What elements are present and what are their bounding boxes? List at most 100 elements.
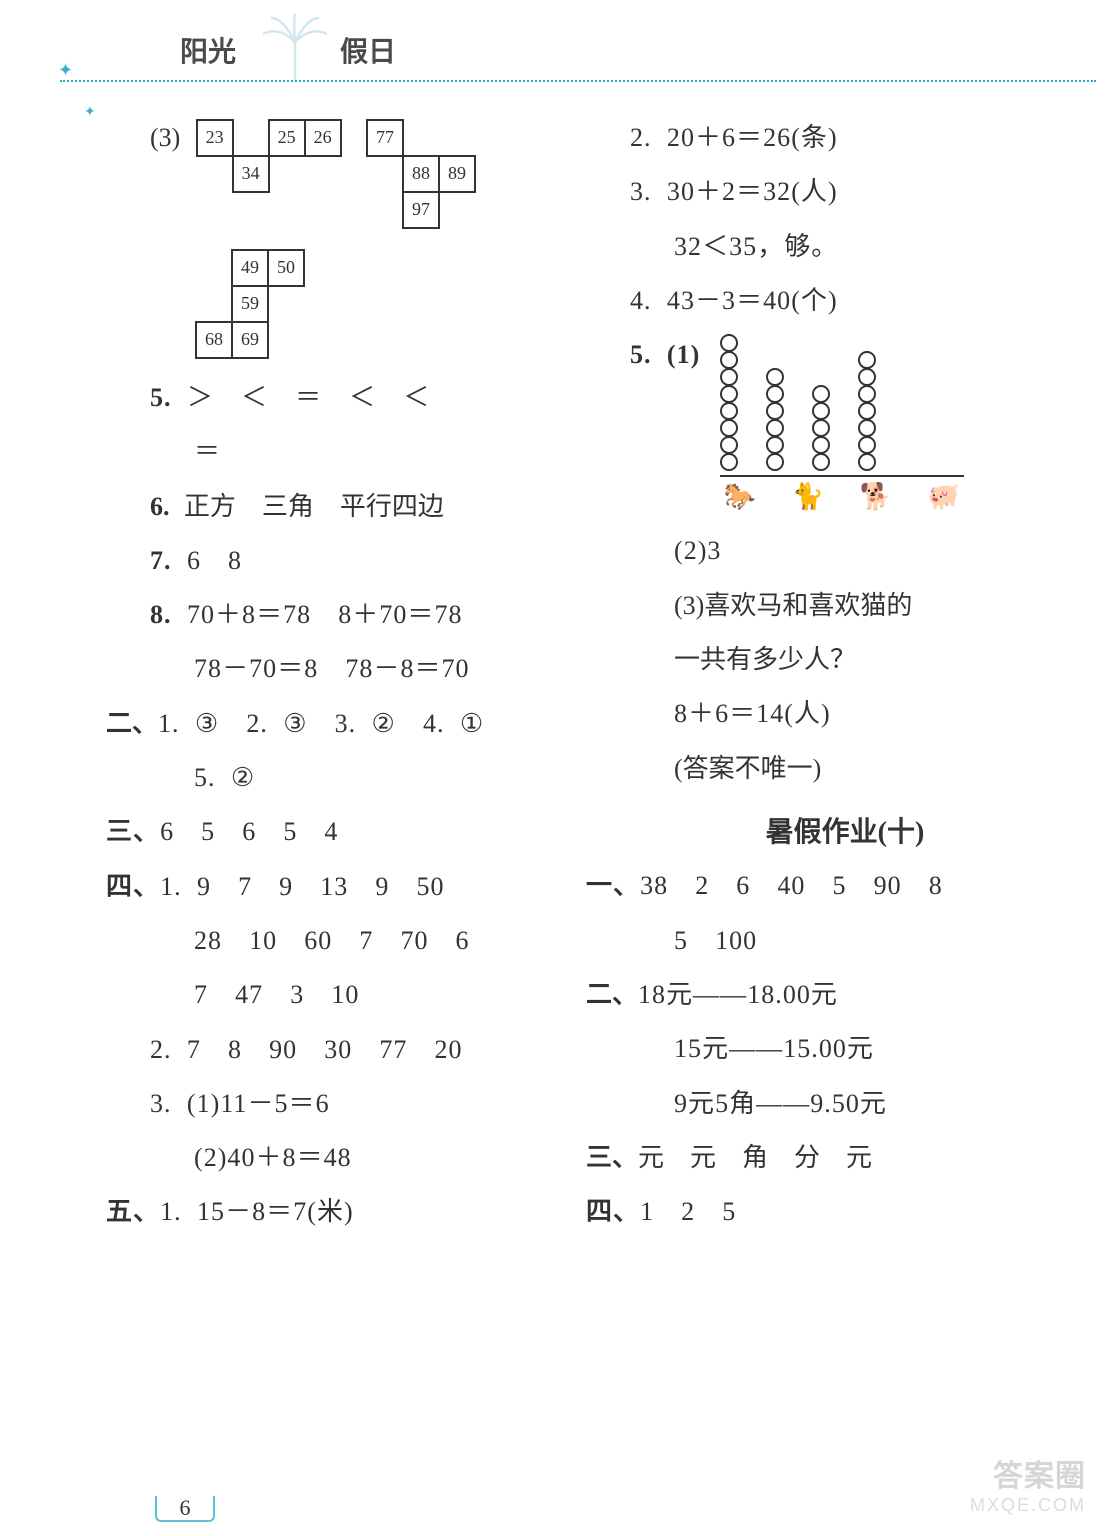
animal-icon: 🐈 [788, 477, 828, 517]
q5: 5. ＞ ＜ ＝ ＜ ＜ [150, 378, 580, 418]
star-icon: ✦ [84, 104, 102, 122]
picto-circle [720, 402, 738, 420]
r-q3a: 3. 30＋2＝32(人) [630, 172, 1060, 212]
sec3-text: 6 5 6 5 4 [160, 817, 338, 846]
picto-circle [766, 453, 784, 471]
r-q5-3c: 8＋6＝14(人) [630, 694, 1060, 734]
grid-cell: 69 [231, 321, 269, 359]
grid-cell: 34 [232, 155, 270, 193]
r-s3: 三、元 元 角 分 元 [586, 1138, 1060, 1178]
watermark-line1: 答案圈 [970, 1451, 1086, 1495]
picto-circle [720, 334, 738, 352]
picto-circle [858, 453, 876, 471]
grid-cell: 89 [438, 155, 476, 193]
q5-label: 5. [150, 383, 172, 412]
r-s2-l1-text: 18元——18.00元 [638, 980, 838, 1009]
q3-label: (3) [150, 123, 180, 152]
number-grid-b: 77 88 89 97 [367, 120, 475, 228]
r-q5-3b: 一共有多少人？ [630, 640, 1060, 680]
page-number-value: 6 [180, 1495, 191, 1521]
sec4-l5: 3. (1)11－5＝6 [150, 1084, 580, 1124]
grid-cell: 50 [267, 249, 305, 287]
animal-icon: 🐎 [720, 477, 760, 517]
q5-line2: ＝ [150, 432, 580, 472]
content-columns: (3) 23 25 26 34 [0, 100, 1116, 1247]
pictograph-icons: 🐎🐈🐕🐖 [720, 477, 964, 517]
r-s1-label: 一、 [586, 871, 640, 900]
picto-circle [812, 436, 830, 454]
watermark-line2: MXQE.COM [970, 1495, 1086, 1516]
grid-cell: 49 [231, 249, 269, 287]
sec2-text: 1. ③ 2. ③ 3. ② 4. ① [158, 709, 484, 738]
r-s3-label: 三、 [586, 1143, 638, 1172]
q6-text: 正方 三角 平行四边 [184, 492, 444, 521]
header-title-left: 阳光 [180, 30, 236, 70]
grid-cell: 25 [268, 119, 306, 157]
q8-line2: 78－70＝8 78－8＝70 [150, 649, 580, 689]
q7-text: 6 8 [187, 546, 242, 575]
picto-circle [766, 385, 784, 403]
sec3: 三、6 5 6 5 4 [106, 812, 580, 852]
watermark: 答案圈 MXQE.COM [970, 1451, 1086, 1516]
sec4-l6: (2)40＋8＝48 [150, 1138, 580, 1178]
header-title-right: 假日 [340, 30, 396, 70]
q8-label: 8. [150, 600, 172, 629]
grid-cell: 59 [231, 285, 269, 323]
r-q4: 4. 43－3＝40(个) [630, 281, 1060, 321]
r-q5-3a: (3)喜欢马和喜欢猫的 [630, 586, 1060, 626]
picto-circle [766, 419, 784, 437]
pictograph-container: 🐎🐈🐕🐖 [710, 335, 964, 517]
number-grid-a: 23 25 26 34 [197, 120, 341, 192]
r-s4: 四、1 2 5 [586, 1192, 1060, 1232]
sec4-l4: 2. 7 8 90 30 77 20 [150, 1030, 580, 1070]
picto-circle [720, 385, 738, 403]
sec4-l2: 28 10 60 7 70 6 [150, 921, 580, 961]
q3-grids: (3) 23 25 26 34 [150, 118, 580, 234]
picto-circle [720, 436, 738, 454]
grid-cell: 68 [195, 321, 233, 359]
r-s4-text: 1 2 5 [640, 1197, 736, 1226]
picto-circle [766, 402, 784, 420]
grid-cell: 23 [196, 119, 234, 157]
r-q5-3d: (答案不唯一) [630, 749, 1060, 789]
sec4-l1: 四、1. 9 7 9 13 9 50 [106, 867, 580, 907]
r-s2-label: 二、 [586, 980, 638, 1009]
q7: 7. 6 8 [150, 541, 580, 581]
animal-icon: 🐖 [924, 477, 964, 517]
picto-column [720, 335, 738, 471]
r-q5: 5. (1) 🐎🐈🐕🐖 [630, 335, 1060, 517]
star-icon: ✦ [58, 60, 76, 78]
grid-cell: 26 [304, 119, 342, 157]
section-title-10: 暑假作业(十) [630, 811, 1060, 854]
picto-circle [720, 453, 738, 471]
grid-cell: 77 [366, 119, 404, 157]
picto-circle [766, 368, 784, 386]
left-column: (3) 23 25 26 34 [150, 118, 580, 1247]
picto-circle [812, 419, 830, 437]
sec3-label: 三、 [106, 817, 160, 846]
r-q5-label: 5. (1) [630, 335, 710, 375]
picto-circle [720, 368, 738, 386]
right-column: 2. 20＋6＝26(条) 3. 30＋2＝32(人) 32＜35，够。 4. … [630, 118, 1060, 1247]
r-s2-l1: 二、18元——18.00元 [586, 975, 1060, 1015]
r-q2: 2. 20＋6＝26(条) [630, 118, 1060, 158]
picto-circle [812, 402, 830, 420]
r-s1: 一、38 2 6 40 5 90 8 [586, 866, 1060, 906]
picto-circle [858, 436, 876, 454]
sec4-l3: 7 47 3 10 [150, 975, 580, 1015]
header-divider [60, 80, 1096, 82]
picto-circle [812, 385, 830, 403]
page-header: 阳光 假日 ✦ ✦ [0, 0, 1116, 100]
r-s2-l3: 9元5角——9.50元 [630, 1084, 1060, 1124]
grid-cell: 97 [402, 191, 440, 229]
picto-circle [720, 419, 738, 437]
sec2-label: 二、 [106, 709, 158, 738]
r-q3b: 32＜35，够。 [630, 227, 1060, 267]
palm-icon [250, 10, 340, 90]
r-s1-l2: 5 100 [630, 921, 1060, 961]
sec2: 二、1. ③ 2. ③ 3. ② 4. ① [106, 704, 580, 744]
sec5-label: 五、 [106, 1197, 160, 1226]
pictograph [720, 335, 964, 477]
picto-column [766, 369, 784, 471]
q5-line1: ＞ ＜ ＝ ＜ ＜ [187, 383, 430, 412]
